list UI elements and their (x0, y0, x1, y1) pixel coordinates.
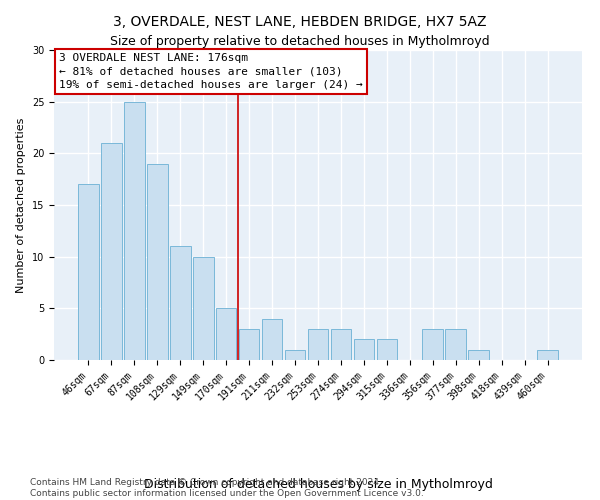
Bar (422, 329, 443, 360)
Bar (538, 350, 558, 360)
Bar (170, 246, 191, 360)
Bar (284, 350, 305, 360)
Bar (377, 340, 397, 360)
X-axis label: Distribution of detached houses by size in Mytholmroyd: Distribution of detached houses by size … (143, 478, 493, 491)
Bar (124, 102, 145, 360)
Text: Size of property relative to detached houses in Mytholmroyd: Size of property relative to detached ho… (110, 35, 490, 48)
Bar (331, 329, 352, 360)
Bar (262, 318, 283, 360)
Bar (78, 184, 98, 360)
Bar (353, 340, 374, 360)
Bar (308, 329, 328, 360)
Text: 3 OVERDALE NEST LANE: 176sqm
← 81% of detached houses are smaller (103)
19% of s: 3 OVERDALE NEST LANE: 176sqm ← 81% of de… (59, 53, 363, 90)
Bar (469, 350, 489, 360)
Bar (147, 164, 167, 360)
Bar (101, 143, 122, 360)
Bar (445, 329, 466, 360)
Bar (239, 329, 259, 360)
Text: Contains HM Land Registry data © Crown copyright and database right 2024.
Contai: Contains HM Land Registry data © Crown c… (30, 478, 424, 498)
Text: 3, OVERDALE, NEST LANE, HEBDEN BRIDGE, HX7 5AZ: 3, OVERDALE, NEST LANE, HEBDEN BRIDGE, H… (113, 15, 487, 29)
Bar (193, 256, 214, 360)
Bar (216, 308, 236, 360)
Y-axis label: Number of detached properties: Number of detached properties (16, 118, 26, 292)
